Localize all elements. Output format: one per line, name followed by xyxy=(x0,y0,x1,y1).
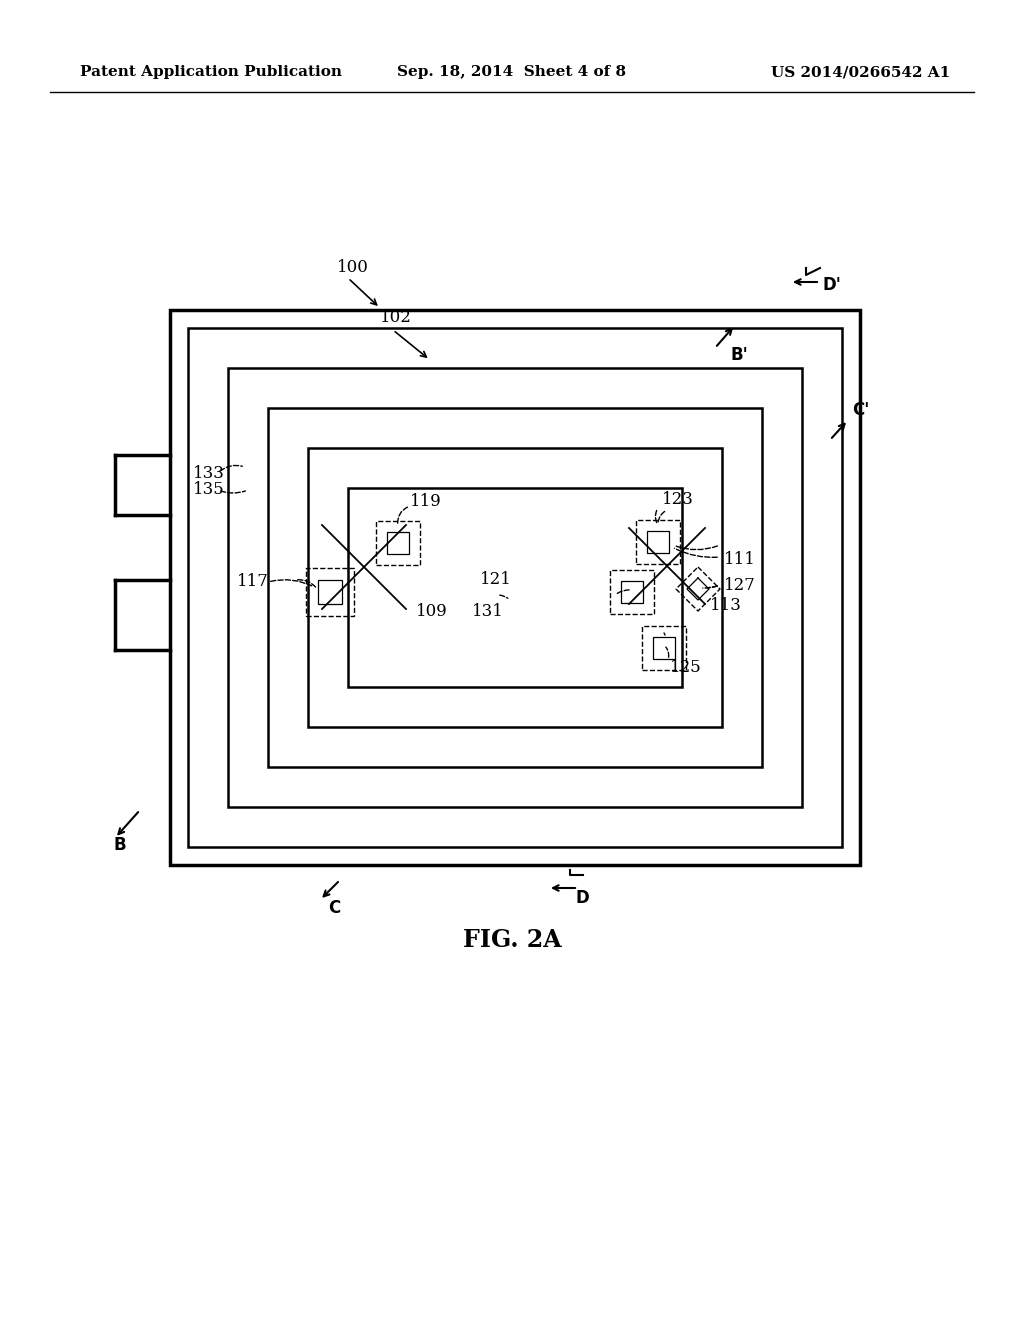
Bar xyxy=(268,408,762,767)
Text: 127: 127 xyxy=(724,577,756,594)
Text: 100: 100 xyxy=(337,260,369,276)
Text: 131: 131 xyxy=(472,603,504,620)
Text: 111: 111 xyxy=(724,552,756,569)
Text: Sep. 18, 2014  Sheet 4 of 8: Sep. 18, 2014 Sheet 4 of 8 xyxy=(397,65,627,79)
Bar xyxy=(622,581,643,602)
Text: Patent Application Publication: Patent Application Publication xyxy=(80,65,342,79)
Text: C: C xyxy=(328,899,340,917)
Bar xyxy=(348,488,682,686)
Bar xyxy=(188,327,842,847)
Bar xyxy=(306,568,354,616)
Text: 113: 113 xyxy=(710,597,741,614)
Text: 123: 123 xyxy=(662,491,694,508)
Bar xyxy=(610,570,654,614)
Text: 121: 121 xyxy=(480,572,512,589)
Bar xyxy=(647,532,669,553)
Bar xyxy=(170,310,860,865)
Text: B': B' xyxy=(730,346,748,364)
Text: 119: 119 xyxy=(410,494,441,511)
Bar xyxy=(376,521,420,565)
Text: 125: 125 xyxy=(670,660,701,676)
Text: 135: 135 xyxy=(193,482,224,499)
Text: 109: 109 xyxy=(416,603,447,620)
Text: FIG. 2A: FIG. 2A xyxy=(463,928,561,952)
Text: C': C' xyxy=(852,401,869,418)
Bar xyxy=(636,520,680,564)
Bar xyxy=(653,638,675,659)
Text: D': D' xyxy=(822,276,841,294)
Bar xyxy=(308,447,722,727)
Bar xyxy=(228,368,802,807)
Bar xyxy=(387,532,409,553)
Text: B: B xyxy=(114,836,126,854)
Text: US 2014/0266542 A1: US 2014/0266542 A1 xyxy=(771,65,950,79)
Text: 133: 133 xyxy=(193,465,225,482)
Bar xyxy=(318,581,342,603)
Text: 102: 102 xyxy=(380,309,412,326)
Text: D: D xyxy=(575,888,589,907)
Text: 117: 117 xyxy=(237,573,269,590)
Bar xyxy=(642,626,686,671)
